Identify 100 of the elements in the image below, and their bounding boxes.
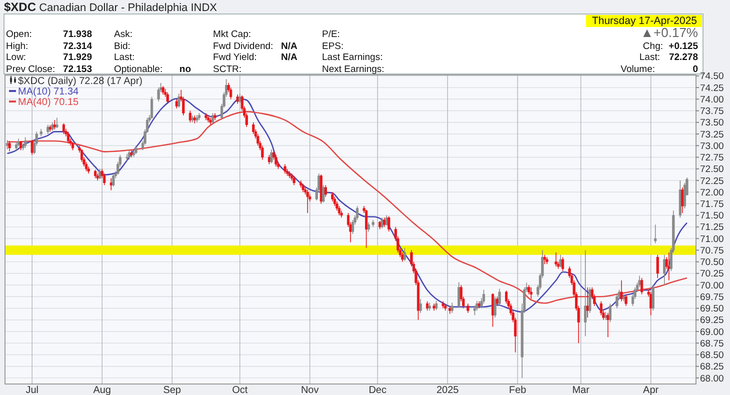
text: P/E:: [322, 29, 340, 40]
candlestick: [24, 136, 27, 148]
legend-label: MA(40) 70.15: [18, 97, 80, 108]
text: Ask:: [114, 29, 132, 40]
y-tick-label: 69.00: [700, 326, 724, 338]
candlestick: [584, 250, 587, 337]
y-tick-label: 73.25: [700, 129, 724, 140]
y-tick-label: 72.75: [700, 152, 724, 164]
y-tick-label: 73.00: [700, 140, 724, 152]
candlestick: [236, 94, 239, 104]
y-tick-label: 73.75: [700, 106, 724, 118]
y-tick-label: 73.50: [700, 118, 724, 129]
candlestick: [252, 122, 255, 134]
y-tick-label: 74.00: [700, 94, 724, 106]
text: Chg:: [642, 41, 663, 52]
candlestick: [640, 278, 644, 295]
text: 71.929: [62, 52, 92, 63]
text: Bid:: [114, 41, 130, 52]
candlestick: [356, 206, 359, 220]
candlestick: [188, 110, 192, 123]
x-tick-label: Nov: [300, 385, 319, 395]
annotation: Optionable:: [114, 64, 163, 75]
candlestick: [656, 254, 659, 278]
candlestick: [66, 131, 70, 144]
x-tick-label: 2025: [436, 385, 460, 395]
candlestick: [46, 124, 50, 134]
text: ▲+0.17%: [640, 25, 698, 40]
text: EPS:: [322, 41, 344, 52]
candlestick: [30, 140, 34, 156]
candlestick: [401, 252, 404, 262]
text: Low:: [6, 52, 26, 63]
candlestick: [256, 134, 260, 146]
text: N/A: [281, 52, 298, 63]
text: Fwd Yield:: [213, 52, 257, 63]
candlestick: [365, 209, 368, 248]
candlestick: [324, 184, 327, 198]
annotation: 0: [692, 64, 698, 75]
y-tick-label: 68.50: [700, 350, 724, 362]
y-tick-label: 70.25: [700, 268, 724, 280]
candlestick: [586, 286, 589, 318]
candlestick: [351, 220, 354, 234]
x-tick-label: Oct: [232, 385, 248, 395]
candlestick: [284, 164, 286, 174]
text: 71.938: [62, 29, 92, 40]
candlestick: [261, 145, 264, 160]
candlestick: [175, 98, 178, 109]
x-tick-label: Sep: [163, 385, 182, 395]
candlestick: [110, 178, 112, 191]
text: +0.125: [668, 41, 699, 52]
candlestick: [62, 122, 66, 134]
text: 72.314: [62, 41, 93, 52]
candlestick: [56, 117, 58, 128]
text: Mkt Cap:: [213, 29, 252, 40]
candlestick: [306, 189, 309, 214]
candlestick: [498, 288, 501, 306]
candlestick: [322, 184, 325, 203]
text: Last:: [114, 52, 135, 63]
annotation: 72.153: [62, 64, 92, 75]
candlestick: [270, 148, 273, 164]
x-tick-label: Dec: [368, 385, 386, 395]
y-tick-label: 71.25: [700, 222, 724, 234]
candlestick: [150, 96, 154, 120]
candlestick: [528, 284, 530, 295]
y-tick-label: 71.00: [700, 234, 724, 245]
candlestick: [505, 290, 508, 304]
candlestick: [331, 192, 334, 202]
candlestick: [620, 280, 623, 302]
candlestick: [530, 286, 532, 300]
annotation: Next Earnings:: [322, 64, 384, 75]
y-tick-label: 74.25: [700, 82, 724, 94]
annotation: Prev Close:: [6, 64, 56, 75]
candlestick: [681, 187, 684, 214]
series-label: $XDC (Daily) 72.28 (17 Apr): [18, 76, 142, 87]
candlestick: [654, 224, 657, 244]
x-tick-label: Aug: [93, 385, 111, 395]
text: Open:: [6, 29, 32, 40]
candlestick: [338, 206, 341, 216]
candlestick: [663, 254, 666, 286]
candlestick: [419, 298, 422, 314]
candlestick: [166, 92, 169, 104]
candlestick: [652, 284, 654, 311]
candlestick: [388, 216, 390, 232]
y-tick-label: 70.00: [700, 280, 724, 292]
text: Last Earnings:: [322, 52, 383, 63]
candlestick: [8, 140, 11, 152]
y-tick-label: 72.50: [700, 164, 724, 176]
candlestick: [606, 312, 610, 338]
candlestick: [403, 247, 406, 262]
y-tick-label: 69.75: [700, 292, 724, 303]
candlestick: [126, 154, 128, 161]
x-tick-label: Apr: [643, 385, 660, 395]
candlestick: [336, 200, 338, 212]
y-tick-label: 68.00: [700, 373, 724, 384]
candlestick: [292, 175, 296, 186]
candlestick: [230, 87, 232, 100]
candlestick: [561, 256, 564, 272]
y-tick-label: 72.00: [700, 187, 724, 198]
annotation: no: [179, 64, 192, 75]
candlestick: [458, 282, 460, 308]
annotation: Volume:: [620, 64, 655, 75]
